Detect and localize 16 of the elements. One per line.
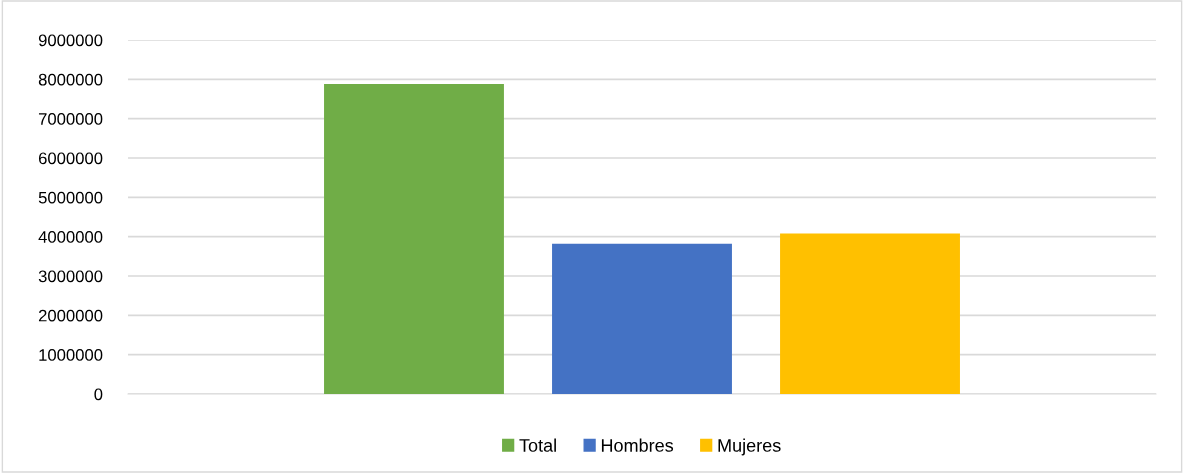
y-tick-label: 6000000 [38,152,103,165]
bar [780,233,960,394]
legend-label: Mujeres [718,438,781,456]
bar [552,243,732,394]
y-tick-label: 5000000 [38,191,103,204]
y-tick-label: 7000000 [38,113,103,125]
y-tick-label: 0 [94,388,103,401]
legend-label: Hombres [601,438,674,452]
y-tick-label: 1000000 [39,349,103,361]
y-tick-label: 2000000 [38,309,103,322]
legend-label: Total [519,438,556,452]
y-tick-label: 9000000 [38,34,103,47]
bar [324,84,504,394]
y-tick-label: 4000000 [38,231,103,243]
y-tick-label: 8000000 [38,73,103,86]
y-tick-label: 3000000 [38,270,103,283]
